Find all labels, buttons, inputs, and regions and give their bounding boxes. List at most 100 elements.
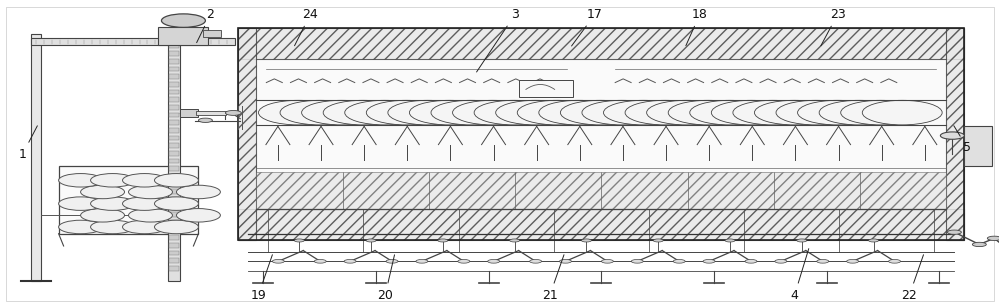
Bar: [31, 34, 41, 281]
Bar: [169, 136, 179, 140]
Bar: [238, 28, 964, 240]
Bar: [169, 243, 179, 248]
Bar: [515, 172, 601, 209]
Bar: [169, 266, 179, 270]
Circle shape: [386, 259, 398, 263]
Circle shape: [453, 100, 532, 125]
Circle shape: [754, 100, 834, 125]
Bar: [601, 172, 688, 209]
Circle shape: [987, 236, 1000, 241]
Circle shape: [388, 100, 468, 125]
Circle shape: [438, 239, 448, 242]
Bar: [169, 197, 179, 201]
Bar: [860, 172, 946, 209]
Circle shape: [539, 100, 619, 125]
Circle shape: [272, 259, 284, 263]
Circle shape: [940, 132, 964, 139]
Circle shape: [711, 100, 791, 125]
Bar: [169, 90, 179, 94]
Circle shape: [91, 197, 135, 210]
Circle shape: [81, 185, 125, 199]
Circle shape: [819, 100, 899, 125]
Circle shape: [154, 197, 198, 210]
Circle shape: [302, 100, 382, 125]
Circle shape: [176, 209, 220, 222]
Circle shape: [314, 259, 326, 263]
Circle shape: [345, 100, 425, 125]
Text: 18: 18: [686, 8, 708, 46]
Bar: [59, 166, 198, 234]
Circle shape: [323, 100, 403, 125]
Circle shape: [59, 173, 103, 187]
Circle shape: [673, 259, 685, 263]
Bar: [31, 38, 235, 45]
Bar: [169, 74, 179, 79]
Circle shape: [280, 100, 360, 125]
Bar: [774, 172, 860, 209]
Circle shape: [431, 100, 511, 125]
Circle shape: [123, 173, 166, 187]
Bar: [169, 151, 179, 156]
Circle shape: [294, 239, 304, 242]
Circle shape: [817, 259, 829, 263]
Circle shape: [416, 259, 428, 263]
Circle shape: [366, 239, 376, 242]
Text: 2: 2: [197, 8, 214, 43]
Circle shape: [581, 239, 591, 242]
Circle shape: [889, 259, 901, 263]
Circle shape: [947, 230, 961, 234]
Bar: [158, 27, 208, 45]
Bar: [203, 30, 221, 38]
Circle shape: [798, 100, 877, 125]
Circle shape: [59, 220, 103, 234]
Bar: [519, 80, 573, 97]
Bar: [196, 111, 226, 116]
Circle shape: [869, 239, 879, 242]
Circle shape: [559, 259, 571, 263]
Bar: [180, 109, 198, 117]
Circle shape: [703, 259, 715, 263]
Circle shape: [653, 239, 663, 242]
Bar: [169, 159, 179, 163]
Circle shape: [91, 220, 135, 234]
Circle shape: [725, 239, 735, 242]
Circle shape: [862, 100, 942, 125]
Circle shape: [154, 220, 198, 234]
Bar: [169, 189, 179, 194]
Circle shape: [176, 185, 220, 199]
Bar: [169, 220, 179, 225]
Text: 5: 5: [954, 126, 971, 154]
Circle shape: [123, 197, 166, 210]
Text: 3: 3: [477, 8, 519, 72]
Bar: [429, 172, 515, 209]
Bar: [169, 44, 179, 48]
Bar: [169, 105, 179, 110]
Circle shape: [733, 100, 813, 125]
Circle shape: [129, 209, 172, 222]
Text: 4: 4: [791, 249, 809, 302]
Bar: [169, 258, 179, 263]
Bar: [169, 97, 179, 102]
Text: 17: 17: [572, 8, 603, 46]
Bar: [168, 45, 180, 281]
Circle shape: [631, 259, 643, 263]
Bar: [343, 172, 429, 209]
Bar: [256, 172, 343, 209]
Circle shape: [668, 100, 748, 125]
Bar: [238, 209, 964, 240]
Bar: [169, 235, 179, 240]
Text: 20: 20: [377, 255, 395, 302]
Bar: [169, 182, 179, 186]
Circle shape: [582, 100, 662, 125]
Circle shape: [496, 100, 576, 125]
Circle shape: [59, 197, 103, 210]
Bar: [964, 126, 992, 166]
Circle shape: [458, 259, 470, 263]
Circle shape: [560, 100, 640, 125]
Circle shape: [517, 100, 597, 125]
Text: 23: 23: [821, 8, 845, 46]
Circle shape: [409, 100, 489, 125]
Circle shape: [81, 209, 125, 222]
Circle shape: [530, 259, 542, 263]
Circle shape: [604, 100, 683, 125]
